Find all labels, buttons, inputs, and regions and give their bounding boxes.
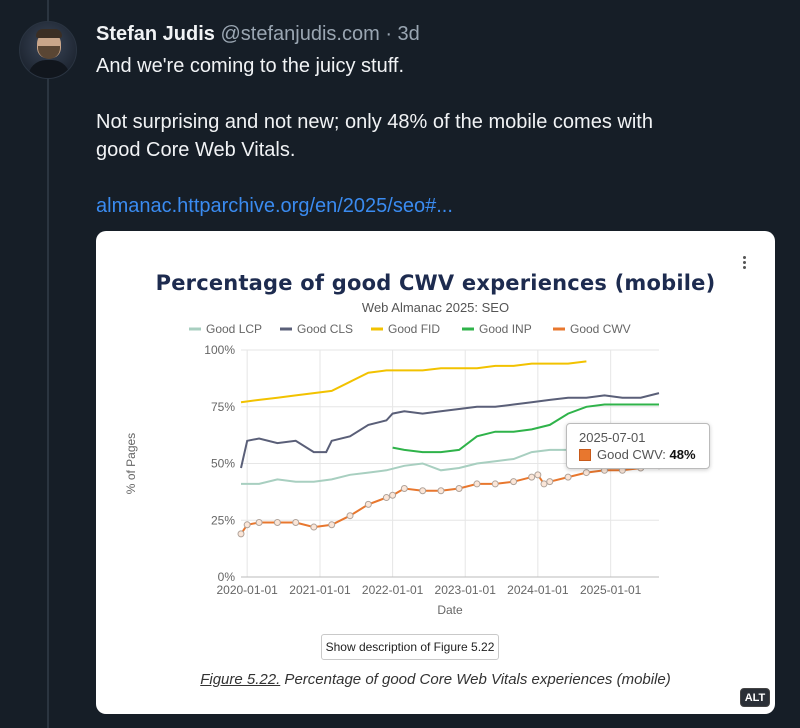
data-point [389,491,397,499]
data-point [540,480,548,488]
y-tick-label: 50% [211,457,235,471]
post-header: Stefan Judis @stefanjudis.com · 3d [96,20,786,48]
data-point [310,523,318,531]
chart-tooltip: 2025-07-01 Good CWV: 48% [566,423,710,469]
data-point [582,469,590,477]
series-line [392,403,659,454]
data-point [564,473,572,481]
post-line: And we're coming to the juicy stuff. [96,55,405,77]
avatar-shirt [28,60,70,78]
data-point [400,484,408,492]
data-point [237,530,245,538]
post-line: Not surprising and not new; only 48% of … [96,111,653,133]
y-tick-label: 100% [204,343,235,357]
x-tick-label: 2024-01-01 [507,583,569,597]
post-link[interactable]: almanac.httparchive.org/en/2025/seo#... [96,195,453,217]
tooltip-value: 48% [669,447,696,462]
y-tick-label: 0% [218,570,236,584]
x-tick-label: 2022-01-01 [362,583,424,597]
legend-label: Good LCP [206,322,262,336]
x-tick-label: 2021-01-01 [289,583,351,597]
tooltip-series: Good CWV: [597,447,670,462]
x-tick-label: 2023-01-01 [435,583,497,597]
figure-link[interactable]: Figure 5.22. [200,671,281,688]
tooltip-date: 2025-07-01 [579,430,646,445]
y-tick-label: 25% [211,513,235,527]
author-name[interactable]: Stefan Judis [96,23,215,45]
legend-label: Good CWV [570,322,631,336]
separator-dot: · [385,23,392,45]
data-point [243,521,251,529]
figure-caption: Figure 5.22. Percentage of good Core Web… [96,671,775,688]
y-tick-label: 75% [211,400,235,414]
post-timestamp[interactable]: 3d [397,23,420,45]
data-point [437,487,445,495]
data-point [273,519,281,527]
data-point [328,521,336,529]
post-text: And we're coming to the juicy stuff. Not… [96,52,786,220]
data-point [382,494,390,502]
legend-label: Good INP [479,322,532,336]
legend-label: Good CLS [297,322,353,336]
x-axis-label: Date [437,603,463,617]
x-tick-label: 2025-01-01 [580,583,642,597]
data-point [419,487,427,495]
chart-title: Percentage of good CWV experiences (mobi… [155,271,716,295]
data-point [346,512,354,520]
author-handle[interactable]: @stefanjudis.com [220,23,380,45]
data-point [491,480,499,488]
tooltip-swatch [579,449,591,461]
show-description-button[interactable]: Show description of Figure 5.22 [321,634,499,660]
series-line [240,392,660,469]
data-point [473,480,481,488]
caption-text: Percentage of good Core Web Vitals exper… [280,671,671,688]
series-line [240,464,660,535]
data-point [292,519,300,527]
chart-subtitle: Web Almanac 2025: SEO [361,300,510,315]
image-card[interactable]: Percentage of good CWV experiences (mobi… [96,231,775,714]
data-point [364,500,372,508]
data-point [546,478,554,486]
tooltip-label: Good CWV: 48% [597,447,696,462]
avatar-hair [36,29,62,38]
legend-label: Good FID [388,322,440,336]
post: Stefan Judis @stefanjudis.com · 3d And w… [96,20,786,220]
avatar-beard [38,46,60,59]
data-point [510,478,518,486]
post-line: good Core Web Vitals. [96,139,296,161]
more-options-icon[interactable] [743,256,747,271]
line-chart: 0% 25% 50% 75% 100% 2020-01-01 2021-01-01 2022-… [124,322,663,617]
data-point [255,519,263,527]
x-tick-label: 2020-01-01 [216,583,278,597]
data-point [528,473,536,481]
author-avatar[interactable] [19,21,77,79]
thread-line [47,0,49,728]
y-axis-label: % of Pages [124,433,138,494]
series-line [240,360,587,404]
data-point [455,484,463,492]
alt-badge[interactable]: ALT [740,688,770,707]
data-point [534,471,542,479]
